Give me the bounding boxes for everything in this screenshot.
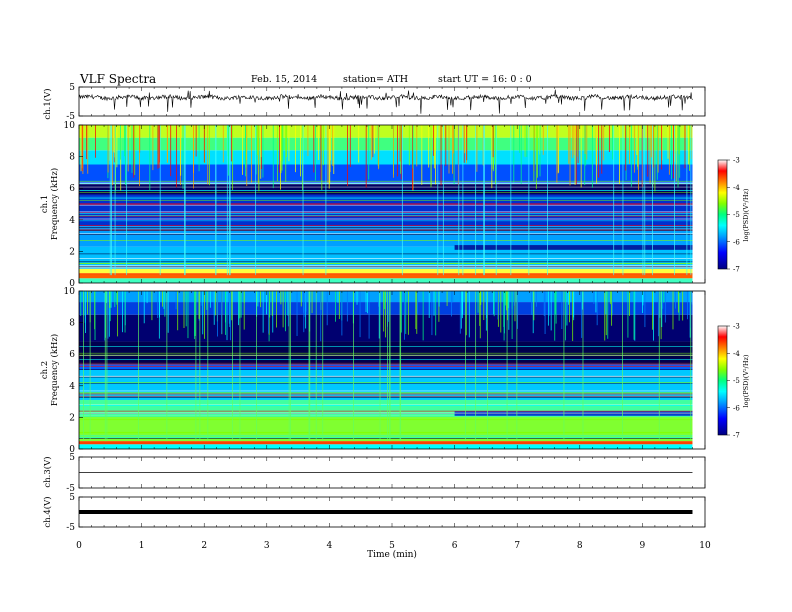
spectrogram-step-region xyxy=(454,245,693,250)
colorbar-tick-label: -3 xyxy=(733,323,740,331)
colorbar-tick-label: -6 xyxy=(733,404,740,412)
colorbar-tick-label: -3 xyxy=(733,157,740,165)
ch2-spectrogram-panel: 0 2 4 6 8 10 ch.2 Frequency (kHz) xyxy=(40,287,706,455)
ch4-waveform-panel: 5 -5 xyxy=(66,493,706,533)
ch2-colorbar: log(PSD)(V²/Hz) -3 -4 -5 -6 -7 xyxy=(717,323,750,440)
spectrogram-blank-end xyxy=(692,291,705,449)
ch4-ytick-label: -5 xyxy=(66,523,75,533)
colorbar-tick-label: -4 xyxy=(733,184,740,192)
spectrogram-band xyxy=(79,268,693,274)
ch3-ylabel: ch.3(V) xyxy=(42,456,53,487)
spectrogram-ytick-label: 6 xyxy=(69,350,75,360)
ch2-colorbar-label: log(PSD)(V²/Hz) xyxy=(742,354,750,407)
colorbar-tick-label: -4 xyxy=(733,350,740,358)
time-axis: 0 1 2 3 4 5 6 7 8 9 10 xyxy=(76,541,711,551)
spectrogram-ytick-label: 0 xyxy=(69,279,75,289)
ch2-colorbar-gradient xyxy=(717,325,728,436)
ch1-colorbar: log(PSD)(V²/Hz) -3 -4 -5 -6 -7 xyxy=(717,157,750,274)
colorbar-tick-label: -7 xyxy=(733,266,740,274)
spectrogram-band xyxy=(79,183,693,195)
ch3-ytick-label: -5 xyxy=(66,484,75,494)
spectrogram-band xyxy=(79,278,693,283)
colorbar-tick-label: -5 xyxy=(733,211,740,219)
spectrogram-band xyxy=(79,441,693,445)
ch1-colorbar-label: log(PSD)(V²/Hz) xyxy=(742,188,750,241)
spectrogram-ytick-label: 4 xyxy=(69,216,75,226)
figure-title: VLF Spectra xyxy=(79,72,156,86)
ch1-waveform-panel: 5 -5 xyxy=(66,83,706,122)
spectrogram-ytick-label: 0 xyxy=(69,445,75,455)
spectrogram-ytick-label: 10 xyxy=(64,121,76,131)
spectrogram-ytick-label: 10 xyxy=(64,287,76,297)
x-tick-label: 5 xyxy=(389,541,395,551)
ch4-ytick-label: 5 xyxy=(69,493,75,503)
spectrogram-ylabel-frequency: Frequency (kHz) xyxy=(49,334,60,406)
spectrogram-band xyxy=(79,194,693,227)
spectrogram-ytick-label: 2 xyxy=(69,413,75,423)
spectrogram-ylabel-channel: ch.2 xyxy=(40,361,50,379)
x-axis-label: Time (min) xyxy=(367,549,417,560)
spectrogram-blank-end xyxy=(692,125,705,283)
x-tick-label: 1 xyxy=(139,541,145,551)
header-date: Feb. 15, 2014 xyxy=(251,74,317,85)
x-tick-label: 2 xyxy=(201,541,207,551)
x-tick-label: 10 xyxy=(699,541,711,551)
spectrogram-band xyxy=(79,341,693,364)
x-tick-label: 0 xyxy=(76,541,82,551)
ch1-waveform-line xyxy=(78,89,693,114)
spectrogram-band xyxy=(79,370,693,401)
ch1-spectrogram-panel: 0 2 4 6 8 10 ch.1 Frequency (kHz) xyxy=(40,121,706,289)
colorbar-tick-label: -6 xyxy=(733,238,740,246)
spectrogram-band xyxy=(79,444,693,449)
spectrogram-ytick-label: 8 xyxy=(69,319,75,329)
spectrogram-band xyxy=(79,226,693,247)
ch1-colorbar-gradient xyxy=(717,159,728,270)
spectrogram-ytick-label: 8 xyxy=(69,153,75,163)
ch1-ylabel: ch.1(V) xyxy=(42,88,53,119)
header-start-time: start UT = 16: 0 : 0 xyxy=(438,74,532,85)
ch3-waveform-panel: 5 -5 xyxy=(66,453,706,494)
x-tick-label: 8 xyxy=(577,541,583,551)
spectrogram-band xyxy=(79,273,693,279)
spectrogram-ylabel-frequency: Frequency (kHz) xyxy=(49,168,60,240)
colorbar-tick-label: -7 xyxy=(733,432,740,440)
header-station: station= ATH xyxy=(343,74,408,85)
x-tick-label: 7 xyxy=(514,541,520,551)
x-tick-label: 4 xyxy=(327,541,333,551)
ch4-ylabel: ch.4(V) xyxy=(42,496,53,527)
spectrogram-ytick-label: 2 xyxy=(69,247,75,257)
x-tick-label: 3 xyxy=(264,541,270,551)
ch3-ytick-label: 5 xyxy=(69,453,75,463)
spectrogram-ytick-label: 4 xyxy=(69,382,75,392)
x-tick-label: 6 xyxy=(452,541,458,551)
spectrogram-ytick-label: 6 xyxy=(69,184,75,194)
x-tick-label: 9 xyxy=(640,541,646,551)
ch1-ytick-label: -5 xyxy=(66,112,75,122)
colorbar-tick-label: -5 xyxy=(733,377,740,385)
ch1-ytick-label: 5 xyxy=(69,83,75,93)
spectrogram-ylabel-channel: ch.1 xyxy=(40,195,50,213)
